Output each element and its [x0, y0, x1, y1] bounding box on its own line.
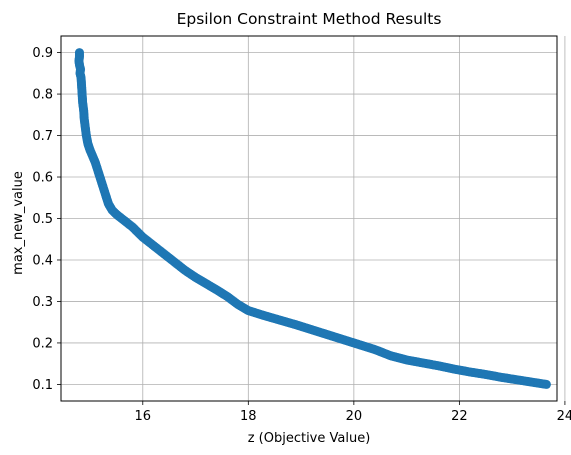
x-axis-ticks: 16 18 20 22 24: [135, 401, 571, 424]
y-tick-label: 0.4: [32, 253, 53, 268]
y-tick-label: 0.5: [32, 212, 53, 227]
y-tick-label: 0.6: [32, 171, 53, 186]
x-tick-label: 18: [240, 409, 257, 424]
y-axis-label: max_new_value: [11, 171, 26, 275]
x-tick-label: 22: [451, 409, 468, 424]
y-tick-label: 0.8: [32, 88, 53, 103]
x-tick-label: 24: [557, 409, 571, 424]
grid-lines: [61, 36, 566, 401]
chart-title: Epsilon Constraint Method Results: [177, 10, 442, 28]
y-tick-label: 0.2: [32, 336, 53, 351]
data-points: [74, 48, 551, 389]
y-tick-label: 0.3: [32, 295, 53, 310]
data-point: [541, 379, 551, 389]
y-axis-ticks: 0.1 0.2 0.3 0.4 0.5 0.6 0.7 0.8 0.9: [32, 46, 61, 393]
y-tick-label: 0.7: [32, 129, 53, 144]
x-axis-label: z (Objective Value): [248, 431, 371, 446]
y-tick-label: 0.1: [32, 378, 53, 393]
x-tick-label: 16: [135, 409, 152, 424]
x-tick-label: 20: [346, 409, 363, 424]
y-tick-label: 0.9: [32, 46, 53, 61]
